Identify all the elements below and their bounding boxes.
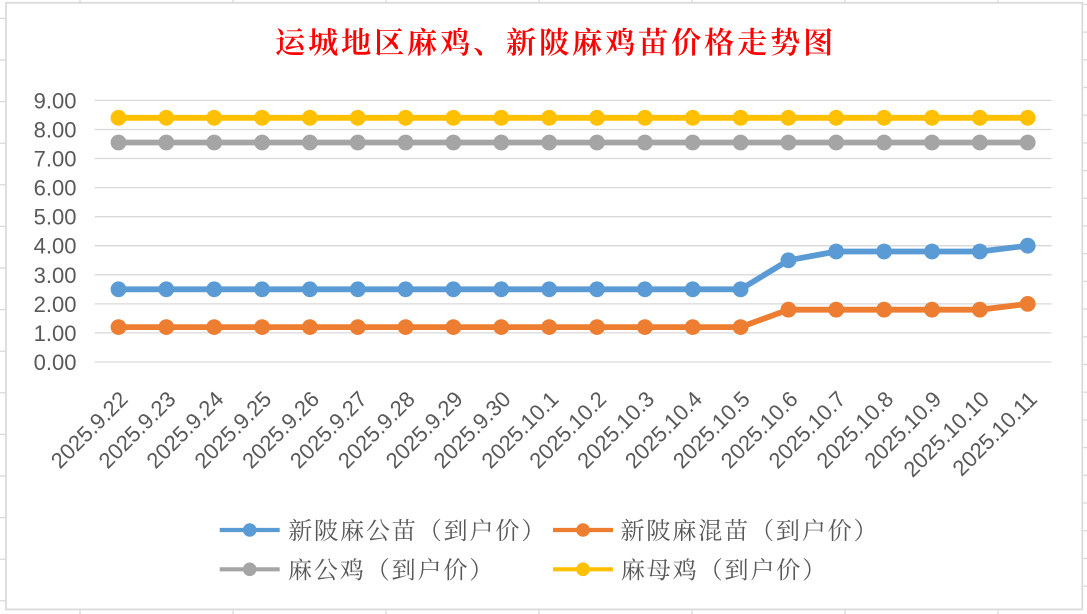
svg-text:2.00: 2.00 <box>34 292 77 317</box>
svg-text:0.00: 0.00 <box>34 350 77 375</box>
svg-text:8.00: 8.00 <box>34 118 77 143</box>
svg-text:1.00: 1.00 <box>34 321 77 346</box>
svg-text:3.00: 3.00 <box>34 263 77 288</box>
svg-text:6.00: 6.00 <box>34 176 77 201</box>
svg-text:9.00: 9.00 <box>34 88 77 113</box>
svg-text:5.00: 5.00 <box>34 205 77 230</box>
svg-text:7.00: 7.00 <box>34 147 77 172</box>
svg-text:4.00: 4.00 <box>34 234 77 259</box>
